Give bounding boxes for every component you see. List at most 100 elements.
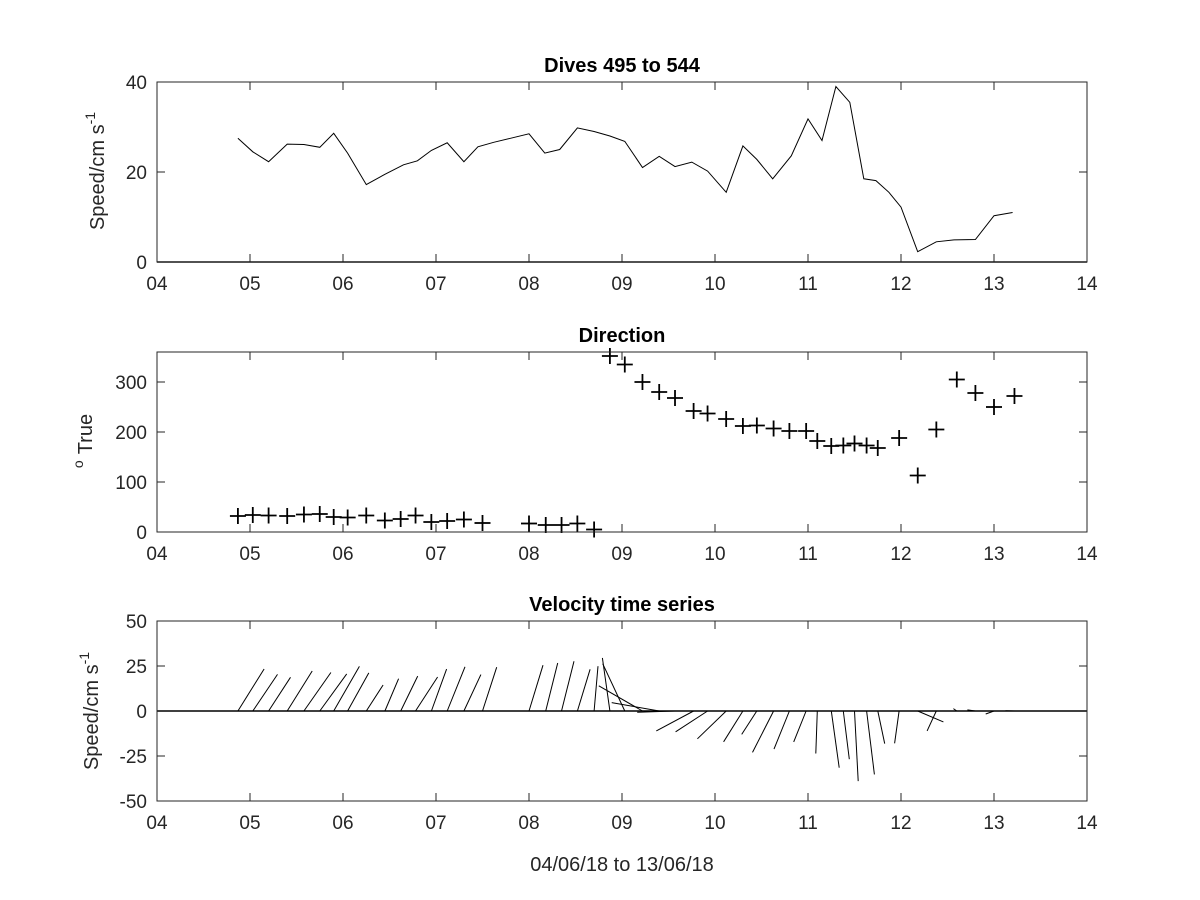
velocity-x-tick-label: 08 <box>518 813 539 834</box>
direction-y-tick-label: 100 <box>115 473 147 494</box>
direction-point <box>521 515 537 532</box>
direction-point <box>835 437 852 454</box>
velocity-stick <box>985 710 995 715</box>
direction-point <box>537 517 554 533</box>
velocity-stick <box>446 666 466 712</box>
direction-point <box>339 509 356 526</box>
speed-y-tick-label: 20 <box>126 163 147 184</box>
direction-x-tick-label: 04 <box>146 544 168 565</box>
velocity-stick <box>773 710 790 750</box>
velocity-stick <box>877 710 886 744</box>
velocity-stick <box>967 709 976 712</box>
direction-x-tick-label: 10 <box>704 544 725 565</box>
direction-x-tick-label: 05 <box>239 544 260 565</box>
direction-point <box>569 515 586 532</box>
direction-point <box>748 417 765 434</box>
speed-x-tick-label: 09 <box>611 274 632 295</box>
direction-point <box>798 423 815 439</box>
velocity-stick <box>237 668 265 712</box>
direction-x-tick-label: 07 <box>425 544 446 565</box>
direction-point <box>325 509 342 525</box>
direction-y-tick-label: 0 <box>136 523 147 544</box>
velocity-x-tick-label: 11 <box>798 813 818 834</box>
velocity-x-axis-label: 04/06/18 to 13/06/18 <box>530 854 714 876</box>
velocity-stick <box>741 710 758 735</box>
speed-x-tick-label: 10 <box>704 274 725 295</box>
direction-point <box>1006 388 1023 404</box>
speed-x-tick-label: 11 <box>798 274 818 295</box>
velocity-stick <box>842 710 850 760</box>
velocity-x-tick-label: 05 <box>239 813 260 834</box>
velocity-stick <box>561 661 575 712</box>
velocity-stick <box>854 710 859 782</box>
velocity-stick <box>528 665 544 712</box>
speed-y-tick-label: 40 <box>126 73 147 94</box>
velocity-stick <box>286 670 313 712</box>
velocity-stick <box>593 666 599 712</box>
velocity-stick <box>752 710 775 753</box>
direction-point <box>295 506 312 523</box>
direction-point <box>244 507 261 523</box>
direction-point <box>423 514 440 530</box>
velocity-stick <box>576 669 591 712</box>
speed-chart-title: Dives 495 to 544 <box>544 55 701 77</box>
velocity-stick <box>415 676 439 712</box>
direction-x-tick-label: 12 <box>890 544 911 565</box>
direction-y-axis-label: oTrue <box>70 414 97 468</box>
velocity-stick <box>675 710 708 733</box>
direction-point <box>474 515 491 531</box>
velocity-stick <box>347 672 370 712</box>
velocity-x-tick-label: 06 <box>332 813 353 834</box>
direction-axes-box <box>156 351 1088 533</box>
speed-x-tick-label: 05 <box>239 274 260 295</box>
velocity-y-tick-label: 25 <box>126 657 147 678</box>
direction-point <box>869 440 886 456</box>
velocity-stick <box>602 663 626 712</box>
direction-point <box>909 467 926 484</box>
direction-point <box>407 507 424 524</box>
velocity-stick <box>723 710 744 743</box>
direction-point <box>392 511 409 527</box>
direction-point <box>967 385 984 401</box>
velocity-stick <box>384 678 400 712</box>
velocity-stick <box>545 662 559 712</box>
direction-point <box>765 420 782 437</box>
speed-x-tick-label: 06 <box>332 274 353 295</box>
velocity-y-tick-label: -25 <box>120 747 147 768</box>
direction-point <box>667 390 684 406</box>
velocity-stick <box>333 666 360 712</box>
velocity-stick <box>252 674 278 712</box>
velocity-x-tick-label: 09 <box>611 813 632 834</box>
velocity-stick <box>430 668 448 712</box>
velocity-stick <box>953 708 958 712</box>
direction-x-tick-label: 08 <box>518 544 539 565</box>
direction-y-tick-label: 200 <box>115 423 147 444</box>
speed-y-axis-label: Speed/cm s-1 <box>82 112 109 230</box>
velocity-panel: Velocity time series Speed/cm s-1 04 05 06… <box>76 594 1098 876</box>
speed-x-tick-label: 14 <box>1076 274 1098 295</box>
velocity-stick <box>303 672 332 712</box>
direction-point <box>809 433 826 449</box>
velocity-y-tick-label: 0 <box>136 702 147 723</box>
velocity-stick <box>400 675 419 712</box>
direction-point <box>455 511 472 528</box>
direction-point <box>358 507 375 524</box>
speed-x-tick-label: 08 <box>518 274 539 295</box>
direction-point <box>601 348 618 364</box>
velocity-stick <box>894 710 900 744</box>
velocity-x-tick-label: 14 <box>1076 813 1098 834</box>
velocity-stick <box>482 667 498 712</box>
velocity-stick <box>611 702 660 712</box>
direction-point <box>229 508 246 524</box>
direction-series <box>229 348 1023 538</box>
velocity-y-axis-label: Speed/cm s-1 <box>76 652 103 770</box>
velocity-stick <box>637 710 676 713</box>
speed-x-tick-label: 13 <box>983 274 1004 295</box>
velocity-stick <box>697 710 727 740</box>
direction-point <box>311 506 328 522</box>
velocity-stick <box>866 710 875 775</box>
velocity-x-tick-label: 04 <box>146 813 168 834</box>
direction-x-tick-label: 13 <box>983 544 1004 565</box>
velocity-stick <box>656 710 694 732</box>
